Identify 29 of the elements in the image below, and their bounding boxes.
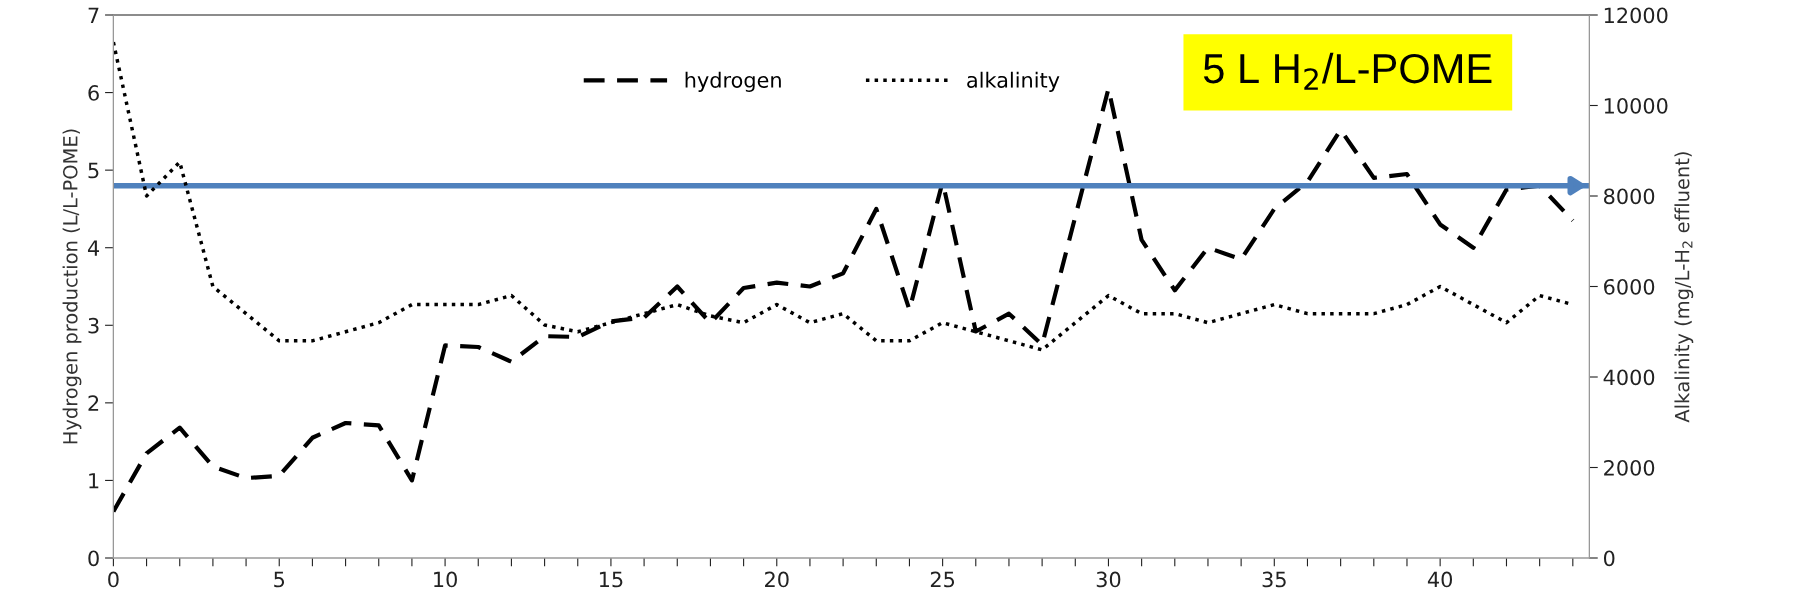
x-tick-label: 35: [1262, 571, 1286, 588]
legend-label: hydrogen: [685, 71, 781, 92]
legend-label: alkalinity: [967, 71, 1060, 92]
y-tick-label: 5: [88, 162, 99, 179]
x-tick-label: 40: [1427, 571, 1453, 588]
y-tick-label: 7: [88, 7, 99, 23]
y2-tick-label: 2000: [1604, 459, 1655, 476]
x-tick-label: 25: [930, 571, 955, 588]
y2-tick-label: 8000: [1604, 188, 1655, 205]
annotation: 5 L H$_{2}$/L-POME: [1203, 52, 1492, 90]
y-tick-label: 3: [88, 317, 99, 334]
y2-tick-label: 6000: [1604, 278, 1655, 295]
y2-tick-label: 10000: [1604, 97, 1668, 114]
y2-tick-label: 0: [1603, 550, 1615, 567]
y2-tick-label: 4000: [1603, 369, 1655, 386]
x-tick-label: 0: [108, 571, 119, 588]
x-tick-label: 5: [274, 571, 285, 588]
y2-tick-label: 12000: [1604, 7, 1668, 24]
y-axis-title: Hydrogen production (L/L-POME): [62, 129, 82, 444]
y-tick-label: 0: [88, 550, 99, 567]
x-tick-label: 10: [434, 571, 457, 588]
y-tick-label: 4: [87, 240, 100, 256]
y-tick-label: 2: [88, 395, 99, 411]
x-tick-label: 15: [599, 571, 623, 588]
x-tick-label: 20: [765, 571, 789, 588]
y-tick-label: 1: [89, 473, 99, 489]
y2-axis-title: Alkalinity (mg/L-H$_{2}$ effluent): [1674, 152, 1694, 423]
x-tick-label: 30: [1096, 571, 1121, 588]
y-tick-label: 6: [88, 85, 99, 101]
